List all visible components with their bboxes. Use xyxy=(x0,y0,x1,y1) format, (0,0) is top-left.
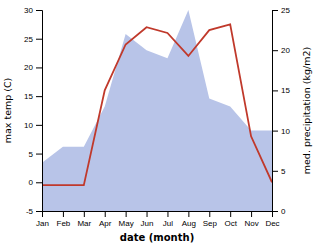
tick: Nov xyxy=(244,211,258,228)
tick: 30 xyxy=(24,6,42,15)
y2-axis-title: med. precipitation (kg/m2) xyxy=(301,47,312,174)
tick-mark xyxy=(84,211,85,217)
tick: 0 xyxy=(272,207,286,216)
tick-label: 0 xyxy=(281,207,286,216)
tick-label: 20 xyxy=(281,46,290,55)
tick-mark xyxy=(36,211,42,212)
tick-mark xyxy=(209,211,210,217)
tick-mark xyxy=(188,211,189,217)
tick-mark xyxy=(36,96,42,97)
tick: Jul xyxy=(163,211,173,228)
tick: 20 xyxy=(272,46,290,55)
tick: 10 xyxy=(272,127,290,136)
tick: 0 xyxy=(29,178,42,187)
tick: 15 xyxy=(24,92,42,101)
tick-mark xyxy=(272,10,278,11)
tick-label: Mar xyxy=(77,219,91,228)
tick-mark xyxy=(251,211,252,217)
tick: Dec xyxy=(265,211,279,228)
plot-area: Jan Feb Mar Apr May Jun Jul Aug Sep Oct Nov Dec -5 0 5… xyxy=(24,6,290,228)
tick-mark xyxy=(272,90,278,91)
tick-label: Feb xyxy=(57,219,71,228)
tick-mark xyxy=(36,67,42,68)
tick: Sep xyxy=(203,211,218,228)
tick: May xyxy=(119,211,134,228)
tick-label: Aug xyxy=(182,219,196,228)
tick: -5 xyxy=(26,207,42,216)
tick-label: Sep xyxy=(203,219,218,228)
tick-mark xyxy=(147,211,148,217)
tick-label: 0 xyxy=(29,178,34,187)
y-axis-title: max temp (C) xyxy=(2,78,13,144)
tick: 15 xyxy=(272,86,290,95)
axis-line xyxy=(273,11,279,212)
axis-line xyxy=(43,212,273,218)
tick-label: 5 xyxy=(29,150,34,159)
tick-mark xyxy=(36,39,42,40)
tick: 5 xyxy=(272,167,286,176)
tick-label: 20 xyxy=(24,63,33,72)
tick: 10 xyxy=(24,121,42,130)
tick-mark xyxy=(36,125,42,126)
tick-mark xyxy=(167,211,168,217)
tick-label: 15 xyxy=(24,92,33,101)
tick: Jan xyxy=(36,211,49,228)
tick-mark xyxy=(272,50,278,51)
y2-axis: 0 5 10 15 20 25 xyxy=(272,6,290,216)
tick: 25 xyxy=(272,6,290,15)
tick-mark xyxy=(126,211,127,217)
tick-mark xyxy=(36,154,42,155)
precipitation-area xyxy=(42,10,272,211)
tick-mark xyxy=(105,211,106,217)
tick-label: Dec xyxy=(265,219,279,228)
tick: 5 xyxy=(29,150,42,159)
tick-label: May xyxy=(119,219,134,228)
tick-label: Jan xyxy=(36,219,49,228)
x-axis-title: date (month) xyxy=(120,232,194,243)
tick-label: 25 xyxy=(24,35,33,44)
tick-mark xyxy=(230,211,231,217)
tick: 20 xyxy=(24,63,42,72)
axis-line xyxy=(36,11,43,212)
tick-label: 25 xyxy=(281,6,290,15)
tick-label: Oct xyxy=(224,219,237,228)
tick-label: Nov xyxy=(244,219,258,228)
tick: Jun xyxy=(141,211,154,228)
tick-mark xyxy=(36,182,42,183)
chart: Jan Feb Mar Apr May Jun Jul Aug Sep Oct Nov Dec -5 0 5… xyxy=(0,0,318,247)
tick-label: -5 xyxy=(26,207,34,216)
tick-mark xyxy=(272,171,278,172)
tick-label: Jul xyxy=(163,219,173,228)
tick: 25 xyxy=(24,35,42,44)
tick: Feb xyxy=(57,211,71,228)
tick-label: 15 xyxy=(281,86,290,95)
tick-mark xyxy=(36,10,42,11)
marks xyxy=(42,10,272,211)
temperature-line xyxy=(42,24,272,185)
tick-label: 10 xyxy=(24,121,33,130)
tick: Oct xyxy=(224,211,237,228)
tick: Mar xyxy=(77,211,91,228)
y-axis: -5 0 5 10 15 20 25 30 xyxy=(24,6,42,216)
tick-mark xyxy=(272,211,278,212)
tick: Apr xyxy=(99,211,112,228)
tick-label: Jun xyxy=(141,219,154,228)
tick-mark xyxy=(63,211,64,217)
tick-label: 5 xyxy=(281,167,286,176)
tick-label: 10 xyxy=(281,127,290,136)
x-axis: Jan Feb Mar Apr May Jun Jul Aug Sep Oct Nov Dec xyxy=(36,211,280,228)
tick-label: Apr xyxy=(99,219,112,228)
tick: Aug xyxy=(182,211,196,228)
tick-mark xyxy=(272,131,278,132)
tick-label: 30 xyxy=(24,6,33,15)
